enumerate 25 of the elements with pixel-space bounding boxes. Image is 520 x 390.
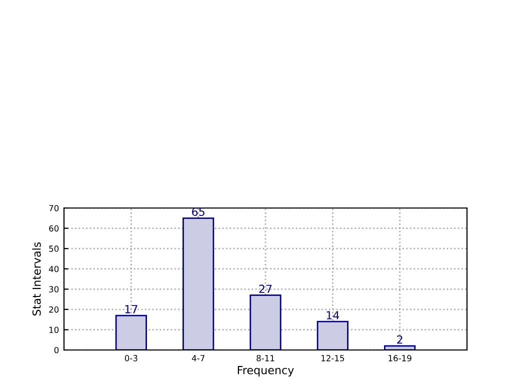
y-tick-label: 10 bbox=[49, 326, 59, 333]
y-axis-title: Stat Intervals bbox=[32, 242, 41, 316]
y-tick-label: 0 bbox=[54, 346, 59, 354]
y-tick-label: 40 bbox=[48, 266, 59, 272]
bar bbox=[316, 320, 348, 350]
y-tick-label: 20 bbox=[49, 306, 59, 313]
y-tick-label: 30 bbox=[49, 286, 59, 292]
data-label: 65 bbox=[192, 208, 204, 216]
data-label: 17 bbox=[125, 305, 138, 314]
y-tick-label: 70 bbox=[49, 204, 59, 212]
bar bbox=[182, 217, 214, 350]
bar bbox=[115, 314, 147, 350]
x-tick-label: 12-15 bbox=[321, 355, 344, 362]
x-tick-label: 16-19 bbox=[388, 355, 412, 362]
x-tick-label: 8-11 bbox=[256, 355, 274, 362]
bar bbox=[384, 345, 416, 350]
y-tick-label: 60 bbox=[49, 225, 59, 232]
x-tick-label: 0-3 bbox=[124, 355, 138, 362]
x-tick-label: 4-7 bbox=[192, 355, 204, 362]
x-axis-title: Frequency bbox=[238, 366, 294, 376]
data-label: 14 bbox=[326, 311, 340, 320]
data-label: 2 bbox=[397, 335, 402, 344]
bar bbox=[250, 294, 282, 350]
y-tick-label: 50 bbox=[49, 246, 59, 252]
data-label: 27 bbox=[259, 284, 272, 293]
